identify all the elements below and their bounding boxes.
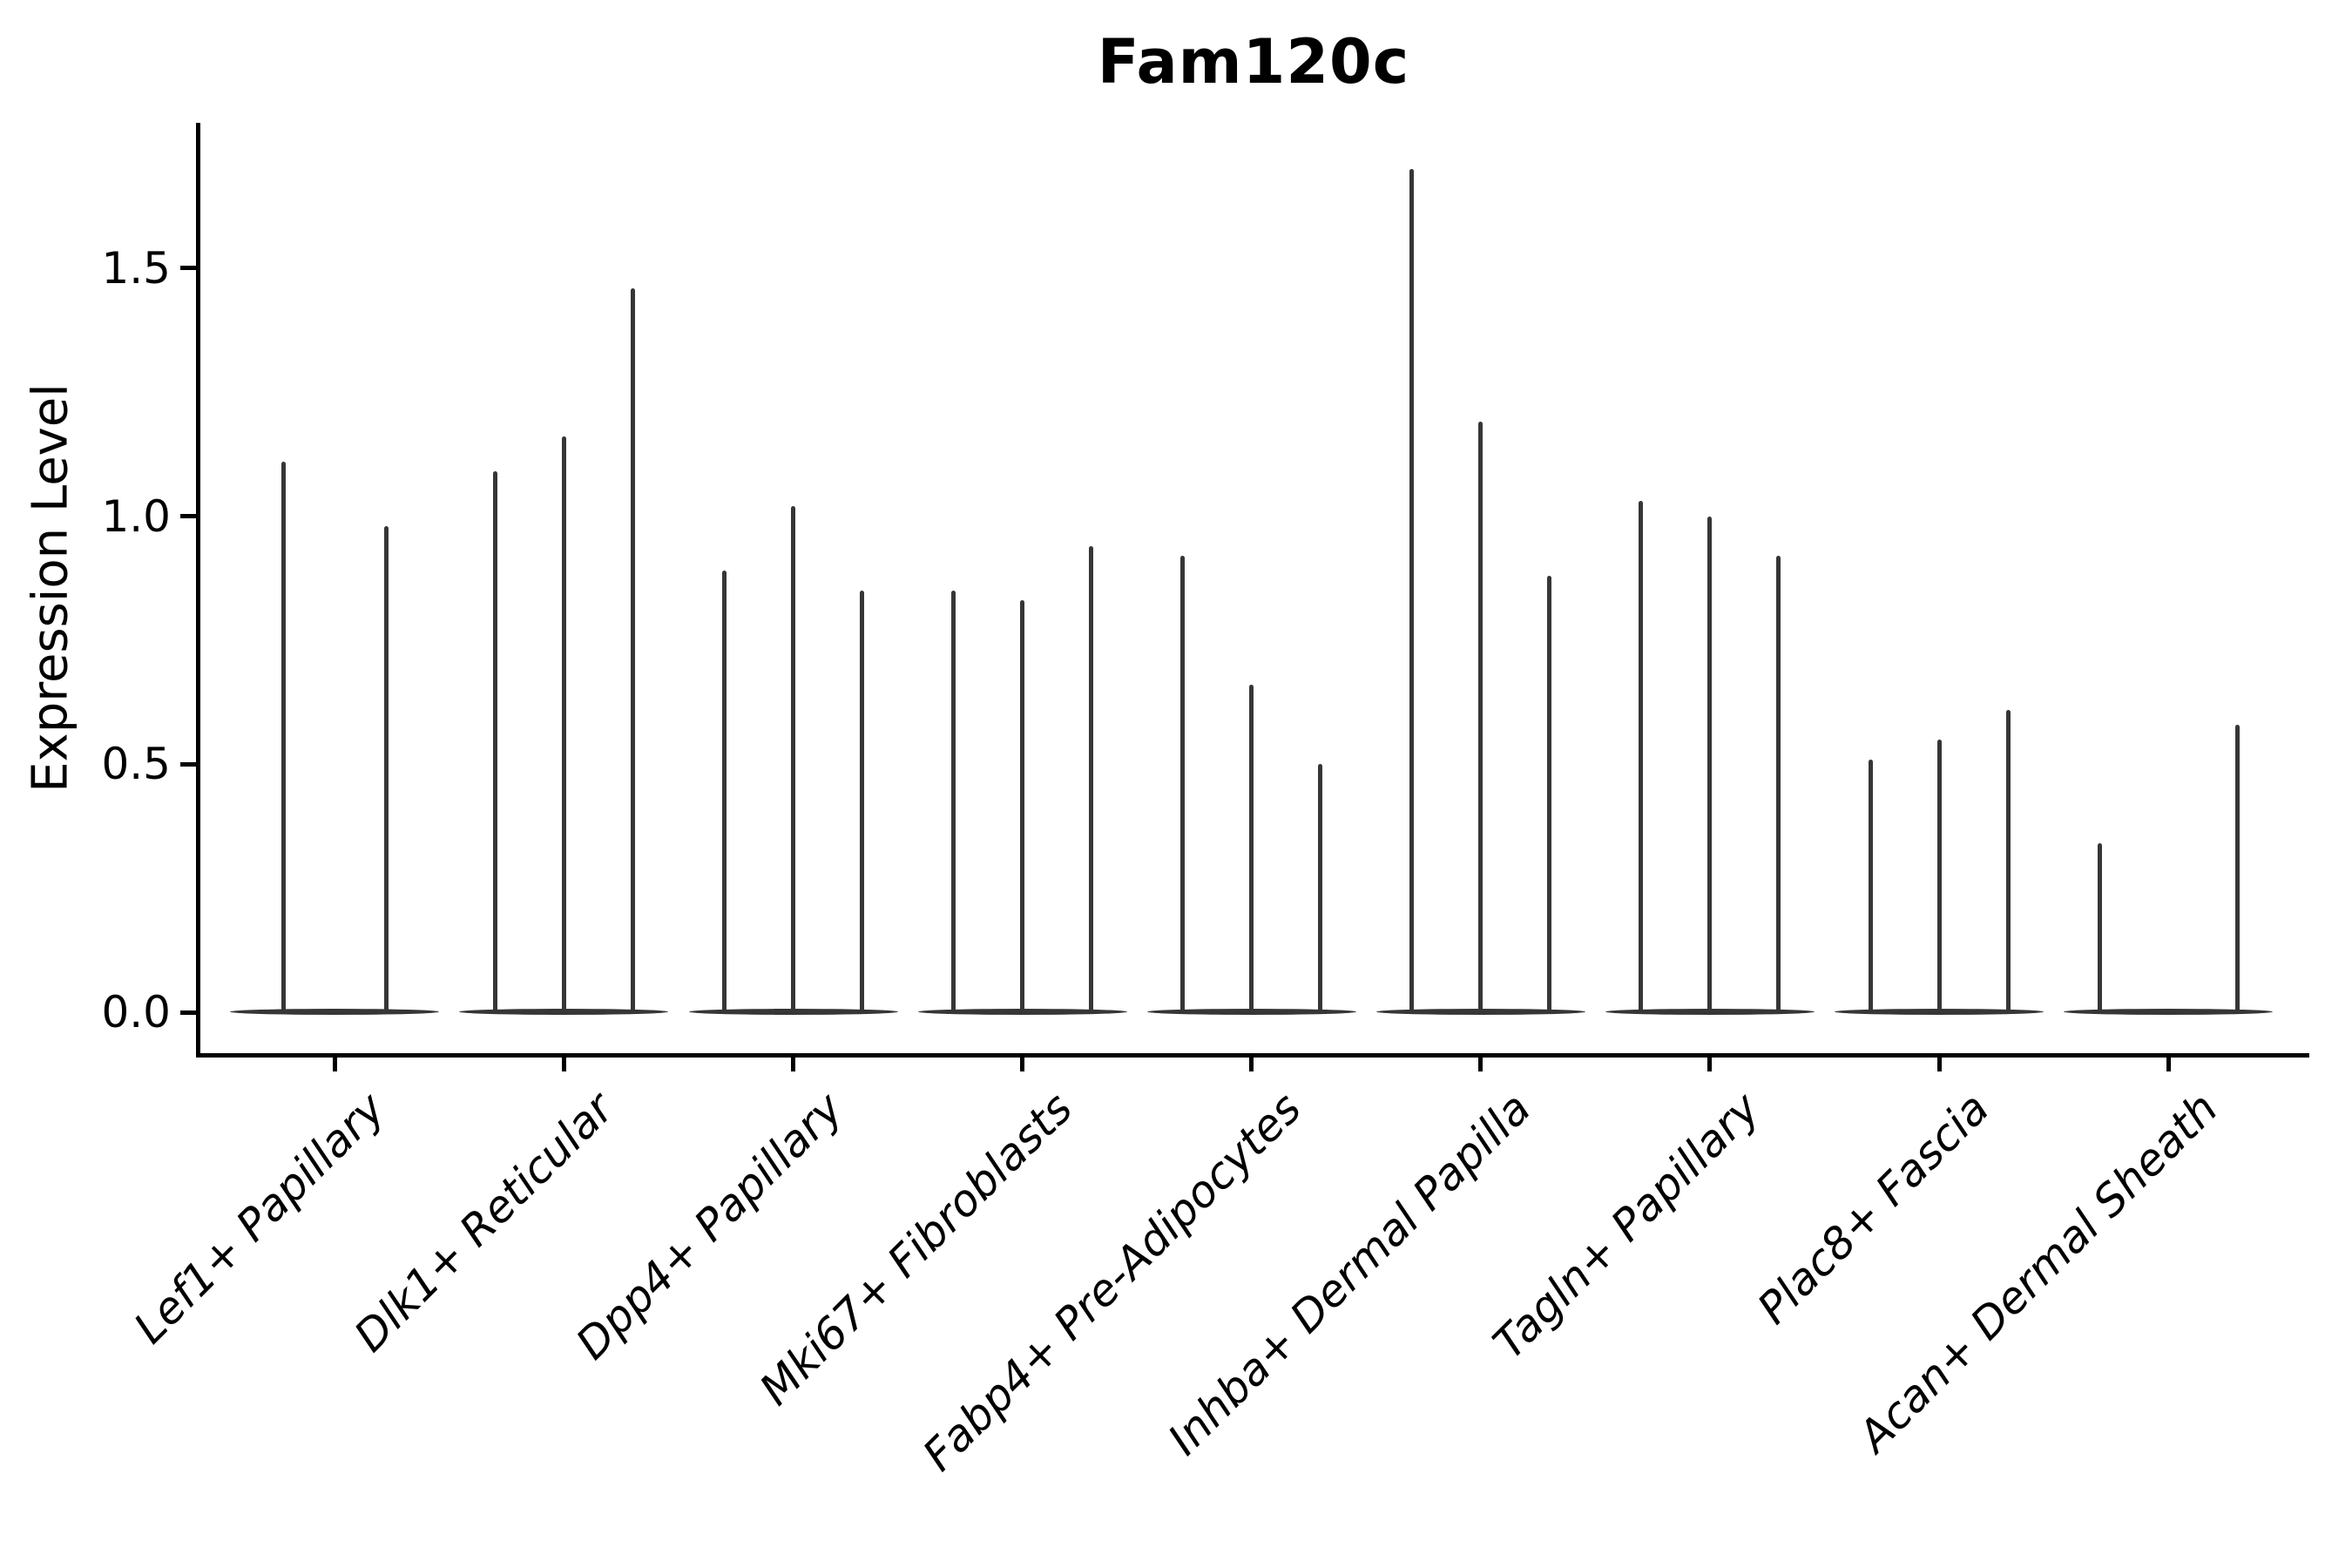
y-tick-label: 1.5 xyxy=(101,242,171,294)
y-axis-label: Expression Level xyxy=(22,383,79,793)
y-axis-spine xyxy=(196,123,200,1057)
x-axis-spine xyxy=(196,1053,2309,1058)
chart-title: Fam120c xyxy=(1097,26,1410,98)
x-tick xyxy=(1707,1057,1713,1071)
violin-spike xyxy=(1020,600,1025,1013)
y-tick xyxy=(180,1010,196,1015)
x-tick xyxy=(1936,1057,1942,1071)
x-tick xyxy=(332,1057,337,1071)
x-tick xyxy=(1478,1057,1484,1071)
violin-spike xyxy=(1639,501,1644,1013)
x-tick-label: Dlk1+ Reticular xyxy=(344,1083,624,1362)
violin-spike xyxy=(1868,759,1873,1013)
violin-spike xyxy=(1409,168,1415,1013)
violin-spike xyxy=(1478,422,1484,1013)
violin-spike xyxy=(1547,575,1552,1013)
x-tick xyxy=(1020,1057,1025,1071)
violin-spike xyxy=(1707,516,1713,1013)
y-tick-label: 1.0 xyxy=(101,490,171,542)
violin-spike xyxy=(1089,545,1094,1013)
violin-spike xyxy=(1776,556,1781,1013)
violin-base xyxy=(2064,1008,2274,1015)
violin-spike xyxy=(492,471,497,1013)
violin-spike xyxy=(791,506,795,1013)
violin-base xyxy=(230,1008,440,1015)
violin-spike xyxy=(2234,724,2240,1013)
violin-spike xyxy=(384,525,389,1013)
violin-spike xyxy=(722,571,727,1013)
y-tick xyxy=(180,266,196,271)
violin-spike xyxy=(1249,685,1254,1013)
violin-spike xyxy=(1936,739,1942,1013)
violin-spike xyxy=(951,590,956,1013)
x-tick xyxy=(791,1057,795,1071)
x-tick-label: Lef1+ Papillary xyxy=(124,1083,395,1354)
violin-spike xyxy=(860,590,864,1013)
violin-spike xyxy=(561,436,566,1013)
violin-spike xyxy=(630,287,635,1013)
violin-spike xyxy=(280,461,286,1013)
violin-spike xyxy=(1180,556,1186,1013)
violin-spike xyxy=(2005,709,2011,1013)
y-tick xyxy=(180,514,196,518)
y-tick xyxy=(180,761,196,767)
x-tick-label: Fabp4+ Pre-Adipocytes xyxy=(913,1083,1311,1481)
y-tick-label: 0.0 xyxy=(101,987,171,1037)
y-tick-label: 0.5 xyxy=(101,739,171,790)
violin-spike xyxy=(1318,764,1323,1013)
x-tick xyxy=(2166,1057,2171,1071)
x-tick-label: Plac8+ Fascia xyxy=(1747,1083,1999,1335)
violin-spike xyxy=(2097,843,2102,1013)
x-tick xyxy=(561,1057,566,1071)
x-tick xyxy=(1249,1057,1254,1071)
